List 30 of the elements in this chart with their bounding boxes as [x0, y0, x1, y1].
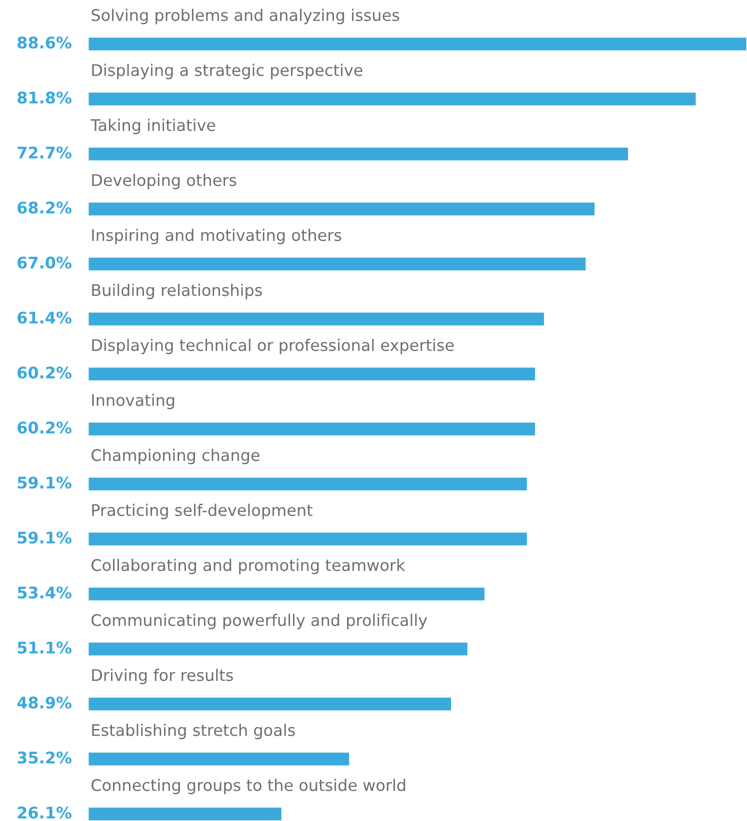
- data-label: 59.1%: [18, 532, 72, 544]
- data-label: 81.8%: [18, 92, 72, 104]
- y-tick-label: Displaying a strategic perspective: [92, 64, 362, 80]
- y-tick-label: Inspiring and motivating others: [92, 228, 342, 244]
- data-label: 61.4%: [18, 312, 72, 324]
- y-tick-label: Developing others: [92, 174, 236, 190]
- y-tick-label: Establishing stretch goals: [92, 724, 295, 740]
- data-label: 48.9%: [17, 696, 72, 709]
- y-tick-label: Displaying technical or professional expertise: [92, 338, 454, 354]
- data-label: 35.2%: [18, 752, 72, 764]
- y-tick-label: Championing change: [92, 448, 260, 464]
- y-tick-label: Innovating: [92, 394, 174, 410]
- data-label: 60.2%: [18, 422, 72, 434]
- y-tick-label: Practicing self-development: [92, 504, 312, 520]
- data-label: 51.1%: [18, 642, 72, 654]
- data-label: 26.1%: [18, 806, 72, 819]
- y-tick-label: Solving problems and analyzing issues: [92, 8, 400, 24]
- y-tick-label: Collaborating and promoting teamwork: [92, 558, 406, 574]
- data-label: 68.2%: [18, 202, 72, 214]
- data-label: 53.4%: [18, 586, 72, 599]
- data-label: 88.6%: [18, 36, 72, 49]
- y-tick-label: Taking initiative: [90, 118, 216, 134]
- y-tick-label: Building relationships: [92, 284, 262, 300]
- data-label: 72.7%: [18, 146, 72, 159]
- data-label: 60.2%: [18, 366, 72, 379]
- data-label: 67.0%: [18, 256, 72, 269]
- y-tick-label: Driving for results: [92, 668, 233, 684]
- y-tick-label: Communicating powerfully and prolifically: [92, 614, 428, 630]
- y-tick-label: Connecting groups to the outside world: [92, 778, 406, 794]
- data-label: 59.1%: [18, 476, 72, 489]
